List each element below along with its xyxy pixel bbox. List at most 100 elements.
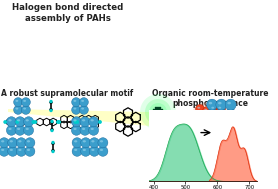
- Ellipse shape: [72, 105, 81, 114]
- Circle shape: [155, 109, 157, 111]
- Circle shape: [34, 121, 36, 123]
- Ellipse shape: [16, 146, 26, 156]
- Ellipse shape: [18, 149, 21, 151]
- Ellipse shape: [10, 140, 13, 143]
- Ellipse shape: [98, 138, 108, 148]
- Ellipse shape: [209, 102, 212, 104]
- Ellipse shape: [174, 117, 177, 120]
- Ellipse shape: [24, 125, 34, 135]
- Ellipse shape: [207, 118, 217, 129]
- Ellipse shape: [15, 117, 25, 127]
- Circle shape: [74, 121, 76, 123]
- Circle shape: [157, 113, 159, 115]
- Circle shape: [175, 125, 177, 128]
- Ellipse shape: [80, 125, 90, 135]
- Ellipse shape: [89, 125, 99, 135]
- Ellipse shape: [207, 108, 217, 119]
- Ellipse shape: [207, 99, 217, 110]
- Ellipse shape: [140, 94, 176, 130]
- Ellipse shape: [89, 117, 99, 127]
- Ellipse shape: [89, 146, 99, 156]
- Ellipse shape: [0, 146, 9, 156]
- Ellipse shape: [89, 138, 99, 148]
- Ellipse shape: [73, 108, 76, 110]
- Ellipse shape: [217, 105, 225, 114]
- Circle shape: [159, 107, 161, 109]
- Ellipse shape: [222, 114, 225, 116]
- Ellipse shape: [49, 101, 53, 104]
- Ellipse shape: [27, 149, 30, 151]
- Ellipse shape: [24, 117, 34, 127]
- Ellipse shape: [100, 149, 103, 151]
- Circle shape: [153, 109, 155, 111]
- Ellipse shape: [83, 149, 86, 151]
- Circle shape: [173, 118, 175, 120]
- Ellipse shape: [82, 128, 85, 130]
- Ellipse shape: [26, 128, 29, 130]
- Ellipse shape: [23, 100, 26, 102]
- FancyBboxPatch shape: [175, 118, 176, 126]
- Ellipse shape: [10, 149, 13, 151]
- Ellipse shape: [81, 138, 91, 148]
- Text: Organic room-temperature
phosphorescence: Organic room-temperature phosphorescence: [152, 89, 268, 108]
- Ellipse shape: [98, 146, 108, 156]
- Ellipse shape: [8, 128, 12, 130]
- Ellipse shape: [216, 118, 227, 129]
- Ellipse shape: [81, 146, 91, 156]
- Ellipse shape: [227, 102, 231, 104]
- Circle shape: [175, 116, 177, 119]
- Ellipse shape: [15, 125, 25, 135]
- Ellipse shape: [215, 114, 218, 116]
- Circle shape: [153, 111, 155, 113]
- Ellipse shape: [80, 117, 90, 127]
- Ellipse shape: [80, 98, 88, 107]
- Ellipse shape: [21, 98, 30, 107]
- Ellipse shape: [26, 119, 29, 121]
- Ellipse shape: [8, 146, 18, 156]
- Ellipse shape: [18, 140, 21, 143]
- Ellipse shape: [91, 119, 94, 121]
- Ellipse shape: [23, 108, 26, 110]
- Ellipse shape: [81, 100, 84, 102]
- Circle shape: [159, 113, 161, 115]
- Circle shape: [175, 118, 177, 120]
- Ellipse shape: [49, 108, 53, 111]
- Ellipse shape: [51, 149, 55, 152]
- Ellipse shape: [225, 108, 236, 119]
- Ellipse shape: [204, 109, 207, 111]
- Circle shape: [157, 107, 159, 109]
- Ellipse shape: [6, 125, 16, 135]
- FancyBboxPatch shape: [50, 102, 52, 110]
- Text: A robust supramolecular motif: A robust supramolecular motif: [1, 89, 133, 98]
- Ellipse shape: [208, 116, 211, 118]
- Ellipse shape: [51, 142, 55, 145]
- Ellipse shape: [8, 138, 18, 148]
- Ellipse shape: [50, 121, 54, 124]
- Ellipse shape: [227, 121, 231, 123]
- Ellipse shape: [214, 112, 222, 121]
- FancyBboxPatch shape: [52, 143, 54, 151]
- Text: $T_{avg}^{\ \phi}$: $T_{avg}^{\ \phi}$: [224, 109, 239, 124]
- Ellipse shape: [218, 102, 222, 104]
- Ellipse shape: [72, 146, 82, 156]
- Ellipse shape: [200, 112, 208, 121]
- Ellipse shape: [91, 128, 94, 130]
- Text: 4.2 ms: 4.2 ms: [224, 115, 252, 124]
- Ellipse shape: [16, 138, 26, 148]
- Ellipse shape: [153, 107, 163, 117]
- Circle shape: [99, 121, 101, 123]
- Circle shape: [162, 111, 163, 113]
- Ellipse shape: [197, 107, 200, 109]
- Ellipse shape: [1, 140, 4, 143]
- Circle shape: [159, 111, 161, 113]
- Circle shape: [153, 113, 155, 115]
- Ellipse shape: [0, 138, 9, 148]
- Ellipse shape: [192, 102, 232, 124]
- Ellipse shape: [225, 118, 236, 129]
- Circle shape: [157, 115, 159, 117]
- Ellipse shape: [195, 105, 205, 114]
- Ellipse shape: [17, 119, 20, 121]
- Ellipse shape: [17, 128, 20, 130]
- Ellipse shape: [216, 99, 227, 110]
- Ellipse shape: [25, 146, 35, 156]
